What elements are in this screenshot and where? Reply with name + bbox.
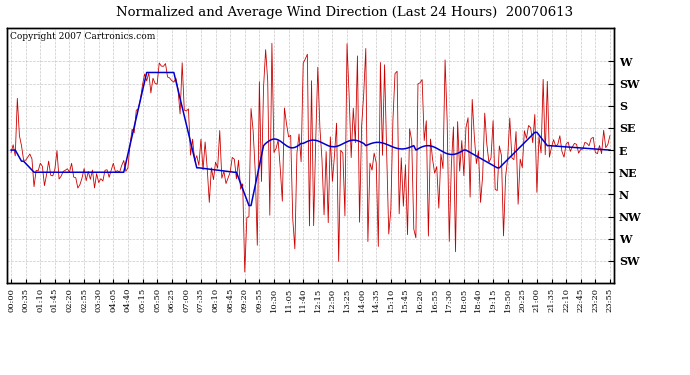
Text: Copyright 2007 Cartronics.com: Copyright 2007 Cartronics.com bbox=[10, 32, 155, 41]
Text: Normalized and Average Wind Direction (Last 24 Hours)  20070613: Normalized and Average Wind Direction (L… bbox=[117, 6, 573, 19]
